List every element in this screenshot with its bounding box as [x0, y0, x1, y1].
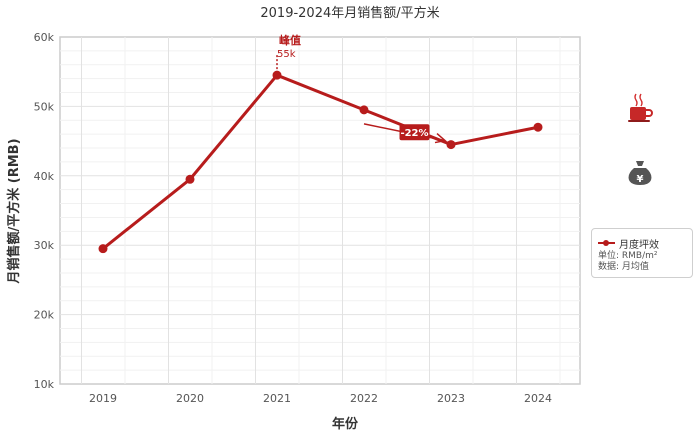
peak-value-label: 55k	[277, 49, 296, 60]
y-tick-label: 10k	[34, 378, 55, 391]
data-point	[446, 140, 456, 150]
legend-data-note: 数据: 月均值	[598, 262, 649, 272]
y-axis-label: 月销售额/平方米 (RMB)	[6, 138, 22, 284]
x-tick-label: 2020	[176, 392, 204, 405]
x-tick-label: 2019	[89, 392, 117, 405]
series-line	[102, 73, 539, 250]
y-tick-label: 50k	[34, 100, 55, 113]
x-tick-label: 2022	[350, 392, 378, 405]
annotation-layer: 峰值 55k -22%	[276, 33, 447, 144]
y-axis-ticks: 10k 20k 30k 40k 50k 60k	[34, 31, 55, 391]
legend-series-label: 月度坪效	[619, 239, 659, 251]
x-axis-label: 年份	[332, 416, 359, 432]
peak-label: 峰值	[279, 33, 301, 47]
data-point	[98, 244, 108, 254]
chart-title: 2019-2024年月销售额/平方米	[260, 5, 439, 21]
data-point	[272, 70, 282, 80]
grid	[60, 37, 580, 384]
svg-text:¥: ¥	[637, 174, 644, 185]
legend-item: 月度坪效	[598, 235, 686, 251]
y-tick-label: 30k	[34, 239, 55, 252]
change-badge-label: -22%	[400, 128, 428, 139]
x-tick-label: 2023	[437, 392, 465, 405]
x-axis-ticks: 2019 2020 2021 2022 2023 2024	[89, 392, 552, 405]
plot-area	[59, 36, 581, 385]
data-point	[359, 105, 369, 115]
series-layer	[98, 70, 543, 254]
y-tick-label: 40k	[34, 170, 55, 183]
change-badge	[399, 124, 430, 141]
data-point	[185, 174, 195, 184]
legend-unit-note: 单位: RMB/m²	[598, 251, 658, 261]
y-tick-label: 60k	[34, 31, 55, 44]
legend-swatch	[598, 238, 615, 248]
y-tick-label: 20k	[34, 309, 55, 322]
change-arrow-head	[434, 133, 447, 144]
coffee-cup-icon	[628, 93, 653, 122]
data-point	[533, 122, 543, 132]
legend: 月度坪效 单位: RMB/m² 数据: 月均值	[591, 228, 693, 278]
x-tick-label: 2024	[524, 392, 552, 405]
x-tick-label: 2021	[263, 392, 291, 405]
money-bag-icon: ¥	[628, 161, 652, 185]
